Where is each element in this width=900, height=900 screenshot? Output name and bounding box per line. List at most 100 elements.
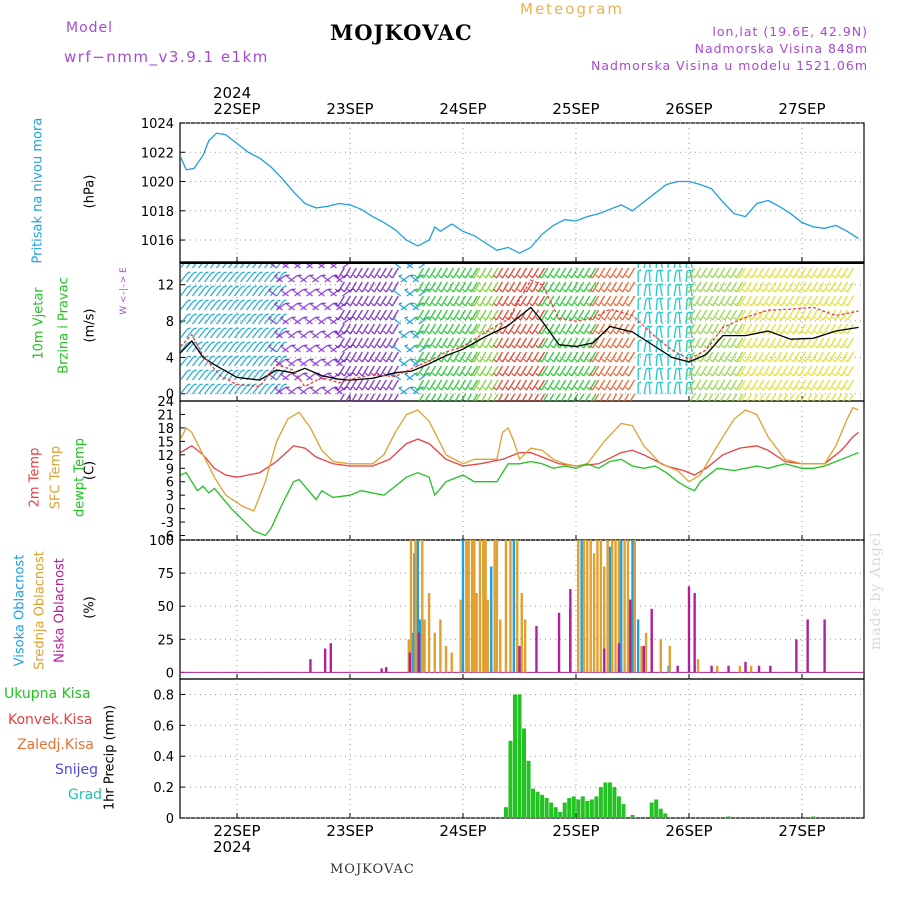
wind-arrow-head — [438, 274, 442, 279]
wind-arrow-head — [544, 288, 549, 293]
wind-arrow-head — [601, 386, 606, 391]
wind-arrow-head — [796, 358, 800, 363]
wind-arrow-head — [676, 381, 680, 384]
wind-arrow — [464, 295, 473, 307]
wind-arrow — [824, 393, 831, 401]
wind-arrow — [227, 300, 237, 311]
wind-arrow — [571, 323, 579, 335]
wind-arrow-head — [450, 288, 454, 293]
wind-arrow-head — [727, 316, 732, 321]
wind-arrow-head — [679, 367, 683, 370]
wind-arrow-head — [511, 274, 515, 279]
wind-arrow — [621, 379, 630, 391]
wind-arrow — [485, 281, 493, 293]
wind-arrow — [603, 281, 612, 293]
wind-arrow-head — [838, 316, 842, 321]
wind-arrow-head — [432, 344, 436, 349]
wind-arrow-head — [340, 344, 345, 349]
wind-arrow — [688, 365, 696, 377]
wind-arrow — [673, 326, 677, 339]
footer-station: MOJKOVAC — [330, 862, 415, 877]
wind-arrow-head — [456, 358, 460, 363]
wind-arrow-head — [808, 274, 812, 279]
wind-arrow — [507, 351, 516, 363]
wind-arrow — [292, 317, 301, 325]
cloud-bar — [416, 540, 419, 673]
wind-arrow — [473, 267, 481, 279]
wind-arrow — [349, 309, 357, 321]
wind-arrow-head — [280, 344, 284, 347]
cloud-bar — [823, 619, 826, 673]
wind-arrow — [221, 328, 231, 339]
wind-arrow — [621, 281, 630, 293]
wind-arrow-head — [302, 316, 306, 319]
cloud-bar — [626, 540, 630, 673]
wind-arrow — [310, 275, 319, 283]
wind-arrow-head — [444, 302, 448, 307]
wind-arrow — [257, 356, 267, 367]
wind-arrow — [597, 323, 606, 335]
wind-arrow — [379, 281, 387, 293]
wind-arrow — [233, 272, 243, 283]
wind-arrow-head — [241, 341, 245, 344]
wind-arrow — [513, 337, 522, 349]
wind-arrow-head — [760, 274, 764, 279]
wind-arrow — [609, 309, 618, 321]
wind-arrow — [541, 295, 549, 307]
wind-arrow-head — [187, 313, 191, 316]
wind-arrow-head — [277, 355, 281, 358]
wind-arrow-head — [432, 386, 436, 391]
wind-arrow — [263, 328, 273, 339]
y-tick-label: 1016 — [141, 234, 174, 249]
wind-arrow-head — [676, 325, 680, 328]
wind-arrow — [571, 295, 579, 307]
wind-arrow-head — [820, 288, 824, 293]
wind-arrow — [780, 365, 789, 377]
wind-arrow-head — [796, 302, 800, 307]
wind-arrow-head — [358, 330, 363, 335]
wind-arrow-head — [499, 274, 503, 279]
precip-bar — [549, 802, 554, 818]
wind-arrow — [513, 365, 522, 377]
wind-arrow — [203, 286, 213, 297]
wind-arrow — [648, 312, 651, 325]
wind-arrow — [730, 365, 738, 377]
wind-arrow — [276, 275, 285, 283]
wind-arrow-head — [223, 285, 227, 288]
wind-arrow — [725, 393, 732, 401]
wind-arrow-head — [310, 330, 314, 333]
wind-arrow-head — [625, 344, 630, 349]
wind-arrow — [689, 312, 693, 325]
wind-arrow — [834, 281, 843, 293]
wind-arrow — [786, 323, 795, 335]
wind-arrow-head — [388, 330, 393, 335]
wind-arrow-head — [271, 313, 275, 316]
wind-arrow-head — [241, 271, 245, 274]
wind-arrow-head — [625, 358, 630, 363]
wind-arrow-head — [229, 355, 233, 358]
wind-arrow-head — [844, 386, 848, 391]
wind-arrow-head — [778, 302, 782, 307]
wind-arrow-head — [727, 372, 732, 377]
wind-arrow-head — [832, 316, 836, 321]
wind-arrow-head — [193, 369, 197, 372]
wind-arrow-head — [727, 358, 732, 363]
wind-arrow — [337, 267, 345, 279]
wind-arrow-head — [493, 344, 497, 349]
wind-arrow-head — [398, 274, 403, 277]
wind-arrow — [473, 309, 481, 321]
wind-arrow — [810, 295, 819, 307]
wind-arrow — [706, 281, 714, 293]
wind-arrow-head — [286, 330, 290, 333]
wind-arrow — [349, 267, 357, 279]
wind-arrow-head — [468, 316, 472, 321]
wind-arrow-head — [482, 344, 487, 349]
wind-arrow — [191, 300, 201, 311]
wind-arrow — [373, 379, 381, 391]
wind-arrow-head — [802, 274, 806, 279]
wind-arrow — [197, 286, 207, 297]
wind-arrow-head — [625, 274, 630, 279]
wind-arrow — [565, 323, 573, 335]
wind-arrow-head — [271, 285, 275, 288]
y-tick-label: 0 — [166, 666, 174, 681]
